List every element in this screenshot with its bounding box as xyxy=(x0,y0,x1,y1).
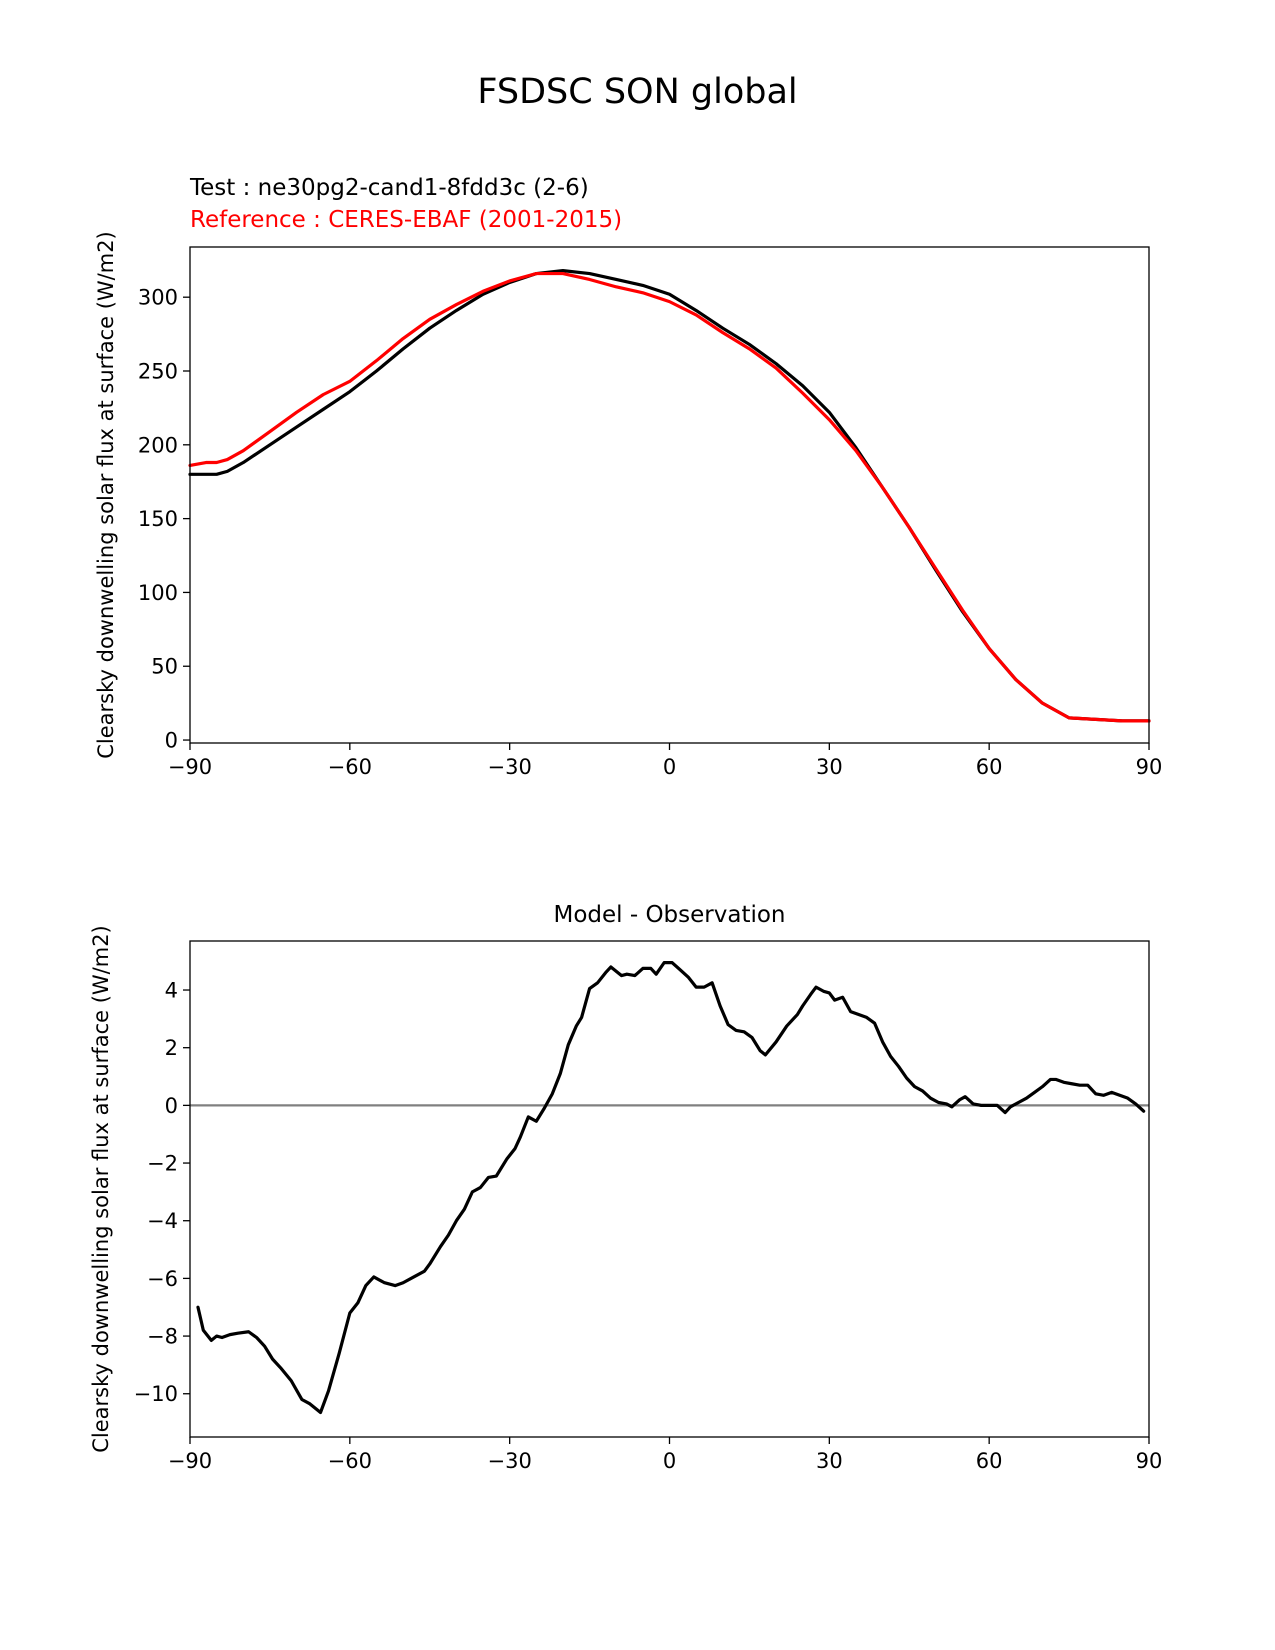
bottom-x-tick-label: −90 xyxy=(168,1449,212,1473)
top-x-tick-label: 90 xyxy=(1136,755,1163,779)
top-x-tick-label: 0 xyxy=(663,755,676,779)
bottom-y-tick-label: −8 xyxy=(147,1325,178,1349)
difference-plot-title: Model - Observation xyxy=(553,902,786,928)
reference-legend-label: Reference : CERES-EBAF (2001-2015) xyxy=(190,207,623,233)
top-x-tick-label: −90 xyxy=(168,755,212,779)
top-y-tick-label: 100 xyxy=(138,581,178,605)
top-y-tick-label: 300 xyxy=(138,286,178,310)
bottom-x-tick-label: 90 xyxy=(1136,1449,1163,1473)
top-y-tick-label: 50 xyxy=(151,655,178,679)
bottom-plot-frame xyxy=(189,940,1150,1438)
top-y-axis-label: Clearsky downwelling solar flux at surfa… xyxy=(94,231,118,759)
bottom-y-tick-label: 0 xyxy=(165,1094,178,1118)
top-axes: −90 −60 −30 0 30 60 90 0 50 100 150 200 250 300 Clears… xyxy=(94,231,1162,779)
test-legend-label: Test : ne30pg2-cand1-8fdd3c (2-6) xyxy=(190,175,589,201)
figure-title: FSDSC SON global xyxy=(477,72,798,112)
bottom-series-difference xyxy=(196,961,1146,1415)
top-y-tick-label: 150 xyxy=(138,507,178,531)
bottom-x-tick-label: 60 xyxy=(976,1449,1003,1473)
top-x-tick-label: −60 xyxy=(328,755,372,779)
bottom-x-tick-label: −60 xyxy=(328,1449,372,1473)
bottom-y-tick-label: −2 xyxy=(147,1152,178,1176)
top-x-tick-label: 60 xyxy=(976,755,1003,779)
top-series-test xyxy=(188,269,1151,723)
bottom-x-tick-label: −30 xyxy=(488,1449,532,1473)
bottom-x-tick-label: 30 xyxy=(816,1449,843,1473)
top-plot-frame xyxy=(189,246,1150,744)
top-series-reference xyxy=(188,271,1151,723)
top-x-tick-label: −30 xyxy=(488,755,532,779)
bottom-axes: −90 −60 −30 0 30 60 90 −10 −8 −6 −4 −2 0 2 4 Clearsky d… xyxy=(89,925,1162,1473)
top-x-tick-label: 30 xyxy=(816,755,843,779)
bottom-y-tick-label: −6 xyxy=(147,1267,178,1291)
bottom-y-tick-label: −10 xyxy=(134,1382,178,1406)
top-y-tick-label: 200 xyxy=(138,433,178,457)
bottom-y-tick-label: −4 xyxy=(147,1209,178,1233)
bottom-x-tick-label: 0 xyxy=(663,1449,676,1473)
bottom-y-axis-label: Clearsky downwelling solar flux at surfa… xyxy=(89,925,113,1453)
top-y-tick-label: 0 xyxy=(165,729,178,753)
top-y-tick-label: 250 xyxy=(138,360,178,384)
bottom-y-tick-label: 4 xyxy=(165,979,178,1003)
bottom-y-tick-label: 2 xyxy=(165,1036,178,1060)
